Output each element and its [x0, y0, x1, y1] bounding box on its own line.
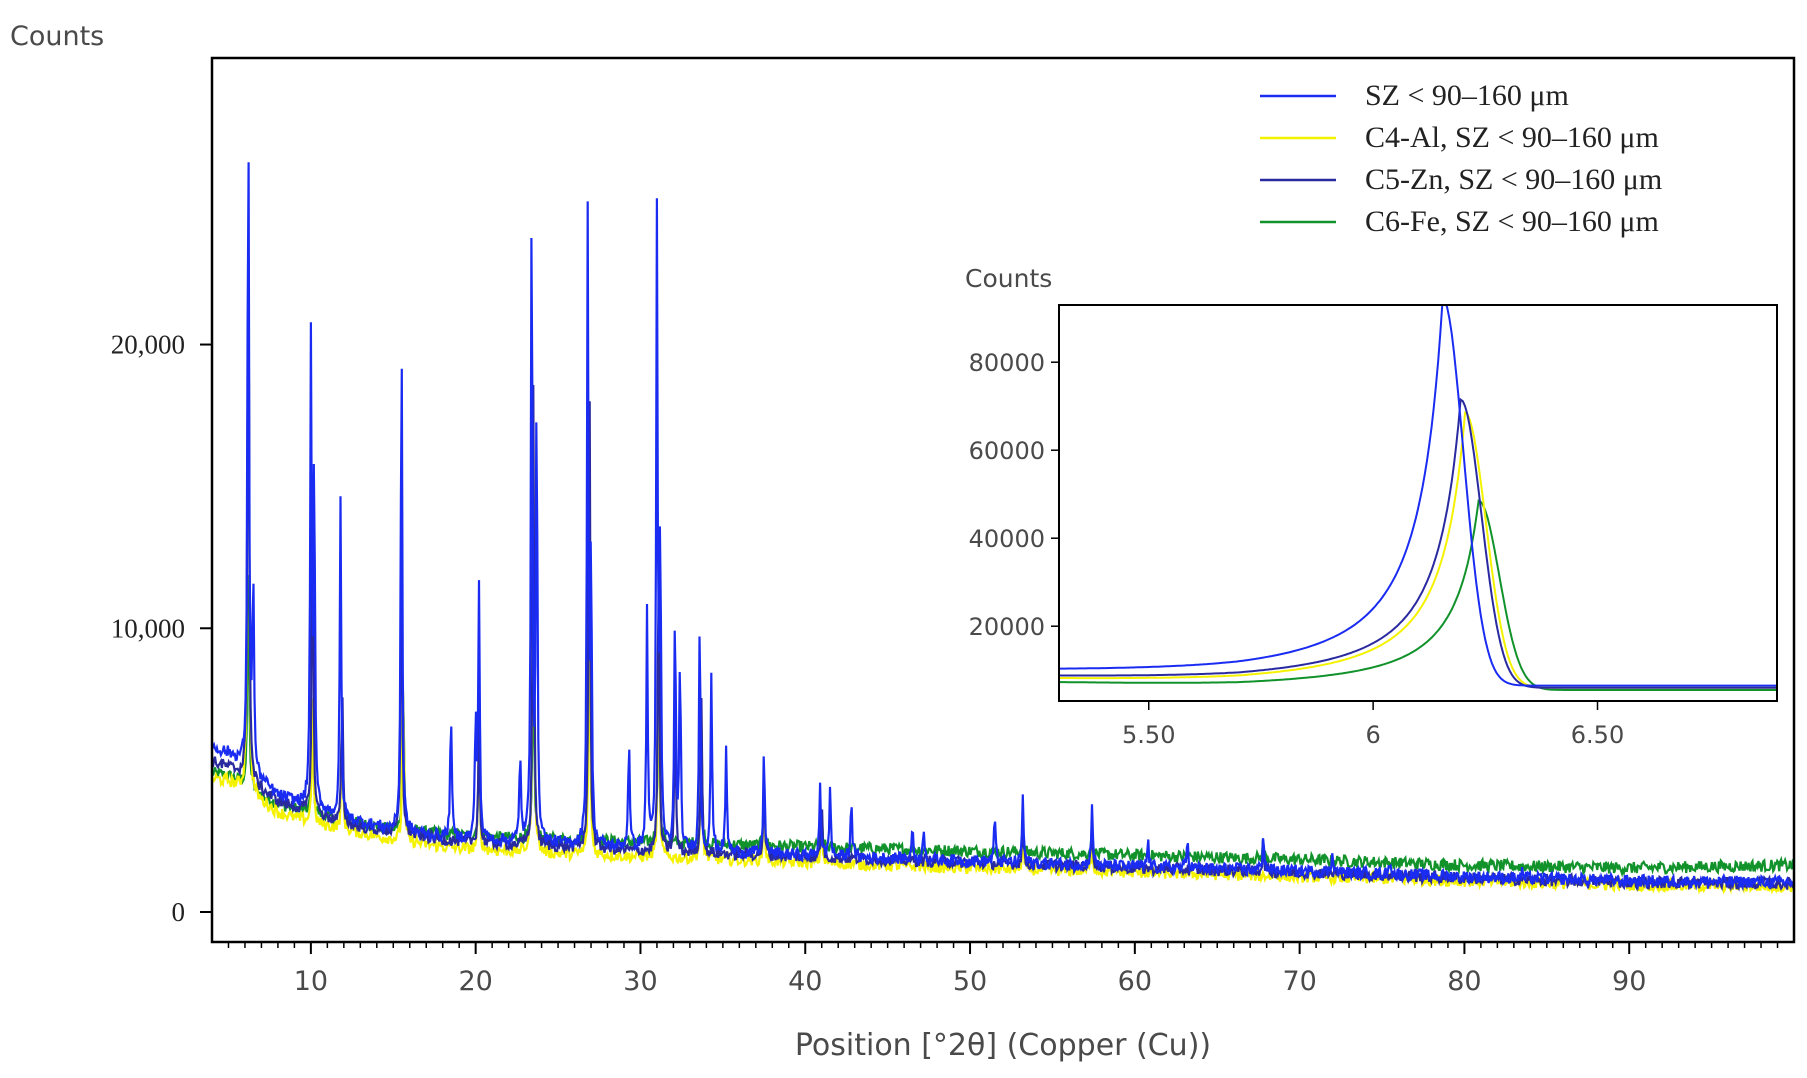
inset-y-tick-label: 40000 [969, 525, 1045, 553]
inset-x-tick-label: 5.50 [1122, 721, 1175, 749]
main-series-group [212, 162, 1794, 895]
inset-chart: Counts 5.50 6 6.50 20000 40000 60000 80000 [965, 264, 1778, 749]
main-x-tick-label: 30 [623, 966, 657, 997]
main-chart: Counts 10 20 30 40 50 60 70 80 90 010,00020,000 … [10, 21, 1796, 1063]
inset-y-tick-label: 60000 [969, 437, 1045, 465]
main-y-tick-label: 10,000 [111, 613, 185, 643]
inset-y-axis-label: Counts [965, 264, 1052, 293]
inset-y-axis: 20000 40000 60000 80000 [969, 349, 1059, 641]
main-x-tick-label: 10 [294, 966, 328, 997]
main-y-tick-label: 20,000 [111, 330, 185, 360]
main-x-tick-label: 40 [788, 966, 822, 997]
inset-background [1059, 305, 1777, 701]
legend-label: C6-Fe, SZ < 90–160 μm [1365, 205, 1659, 238]
main-x-tick-label: 90 [1612, 966, 1646, 997]
main-x-tick-label: 60 [1118, 966, 1152, 997]
main-x-axis-label: Position [°2θ] (Copper (Cu)) [795, 1028, 1211, 1063]
inset-series-line-sz-90-160-m [1059, 305, 1777, 687]
main-x-tick-label: 70 [1282, 966, 1316, 997]
series-line-sz-90-160-m [212, 162, 1794, 892]
legend: SZ < 90–160 μm C4-Al, SZ < 90–160 μm C5-Zn… [1260, 79, 1662, 238]
main-y-axis: 0 10,000 20,000 [111, 330, 212, 927]
inset-series-line-c6-fe-sz-90-160-m [1059, 499, 1777, 691]
main-x-tick-label: 20 [458, 966, 492, 997]
legend-label: C4-Al, SZ < 90–160 μm [1365, 121, 1659, 154]
main-y-axis-label: Counts [10, 21, 104, 52]
main-y-tick-label: 0 [172, 897, 186, 927]
legend-label: C5-Zn, SZ < 90–160 μm [1365, 163, 1662, 196]
main-x-tick-label: 50 [953, 966, 987, 997]
main-x-axis: 10 20 30 40 50 60 70 80 90 [227, 942, 1779, 997]
legend-label: SZ < 90–160 μm [1365, 79, 1569, 112]
inset-x-tick-label: 6.50 [1571, 721, 1624, 749]
inset-series-line-c5-zn-sz-90-160-m [1059, 397, 1777, 689]
inset-y-tick-label: 20000 [969, 613, 1045, 641]
inset-x-tick-label: 6 [1365, 721, 1380, 749]
inset-plot-frame [1058, 304, 1778, 702]
main-x-tick-label: 80 [1447, 966, 1481, 997]
inset-y-tick-label: 80000 [969, 349, 1045, 377]
inset-series-group [1059, 305, 1777, 691]
inset-x-axis: 5.50 6 6.50 [1122, 701, 1624, 749]
